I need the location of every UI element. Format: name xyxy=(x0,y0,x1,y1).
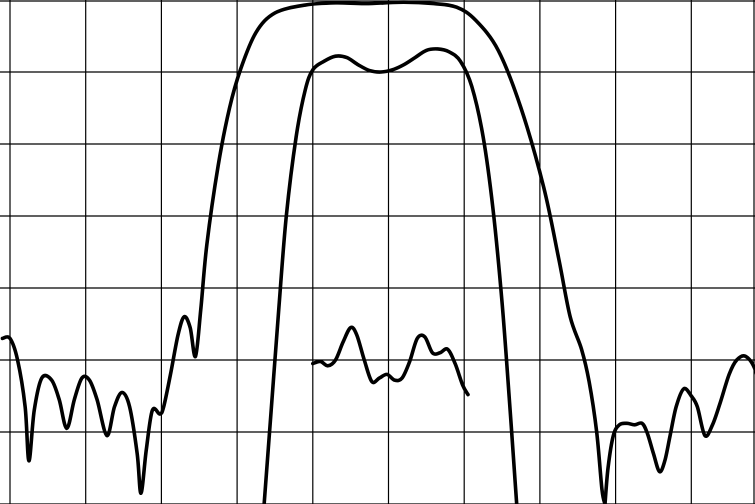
trace-outer-right-tail xyxy=(603,353,755,504)
trace-inner xyxy=(262,47,519,504)
trace-middle-ripple xyxy=(311,325,470,397)
trace-outer xyxy=(0,0,607,504)
